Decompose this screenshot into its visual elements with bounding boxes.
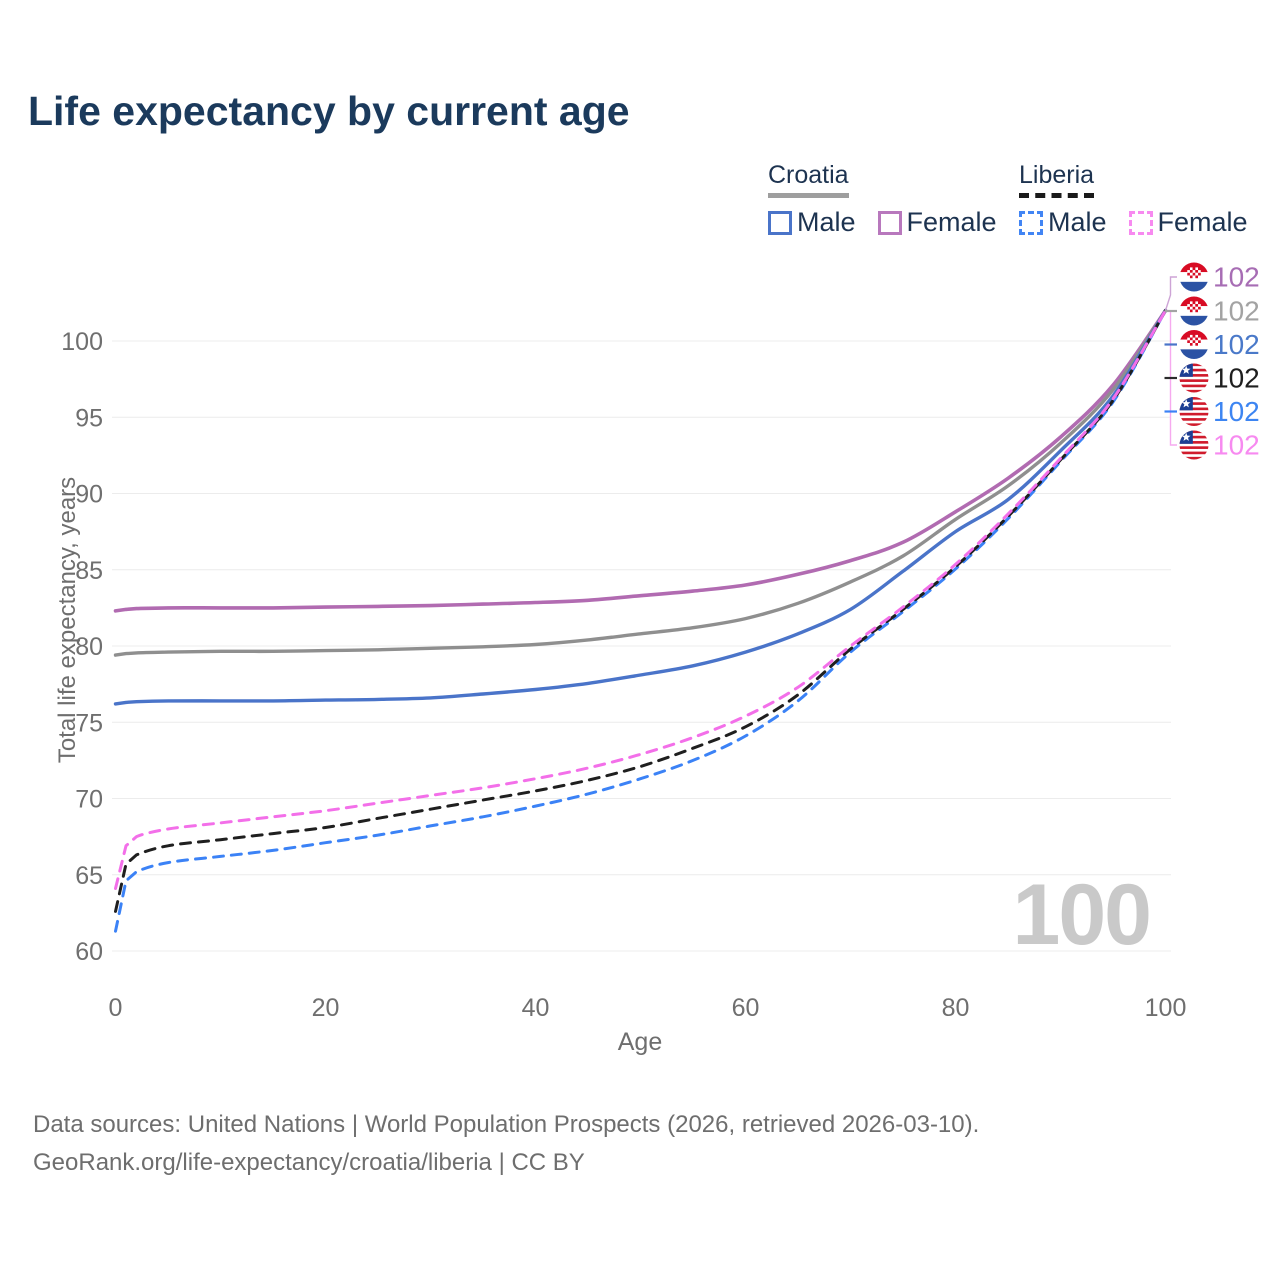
y-axis-title: Total life expectancy, years	[54, 476, 81, 764]
y-tick-label: 95	[75, 404, 103, 432]
x-tick-label: 40	[522, 994, 550, 1022]
legend-header-liberia[interactable]: Liberia	[1019, 161, 1095, 198]
x-tick-label: 60	[732, 994, 760, 1022]
footer-data-sources: Data sources: United Nations | World Pop…	[33, 1111, 980, 1138]
legend-item-liberia-male[interactable]: Male	[1019, 207, 1107, 238]
end-label-value-croatia-male: 102	[1213, 329, 1260, 360]
liberia-female-line-swatch-icon	[1128, 210, 1153, 235]
legend-item-liberia-female[interactable]: Female	[1128, 207, 1248, 238]
y-tick-label: 85	[75, 557, 103, 585]
legend-header-croatia[interactable]: Croatia	[768, 161, 849, 198]
croatia-male-line-swatch-icon	[768, 210, 792, 235]
end-label-value-liberia-all: 102	[1213, 363, 1260, 394]
legend-item-label: Female	[1157, 207, 1248, 237]
end-label-value-liberia-male: 102	[1213, 396, 1260, 427]
legend-item-label: Female	[906, 207, 997, 237]
x-tick-label: 100	[1145, 994, 1187, 1022]
liberia-flag-icon	[1179, 430, 1209, 460]
series-line-croatia-all[interactable]	[113, 308, 1168, 657]
series-line-liberia-male[interactable]	[114, 309, 1167, 933]
croatia-flag-icon	[1179, 296, 1209, 326]
footer-source-link[interactable]: GeoRank.org/life-expectancy/croatia/libe…	[33, 1149, 585, 1176]
end-label-value-croatia-all: 102	[1213, 296, 1260, 327]
y-tick-label: 60	[75, 938, 103, 966]
end-label-value-croatia-female: 102	[1213, 262, 1260, 293]
legend-item-label: Male	[1048, 207, 1107, 237]
series-line-liberia-female[interactable]	[114, 309, 1167, 890]
hover-age-watermark: 100	[1012, 867, 1153, 963]
liberia-flag-icon	[1179, 363, 1209, 393]
end-label-value-liberia-female: 102	[1213, 430, 1260, 461]
end-label-leader	[1164, 276, 1177, 311]
x-tick-label: 80	[942, 994, 970, 1022]
croatia-female-line-swatch-icon	[877, 210, 902, 235]
footer: Data sources: United Nations | World Pop…	[33, 1106, 979, 1182]
y-tick-label: 75	[75, 709, 103, 737]
liberia-male-line-swatch-icon	[1019, 210, 1043, 235]
x-tick-label: 0	[109, 994, 123, 1022]
liberia-flag-icon	[1179, 397, 1209, 426]
page-title: Life expectancy by current age	[28, 88, 630, 134]
series-line-croatia-male[interactable]	[113, 308, 1168, 706]
croatia-flag-icon	[1179, 262, 1209, 292]
series-line-croatia-female[interactable]	[113, 308, 1168, 613]
croatia-flag-icon	[1179, 330, 1209, 359]
legend-group-liberia: Liberia Male Female	[1019, 161, 1248, 238]
y-tick-label: 80	[75, 633, 103, 661]
legend-item-croatia-female[interactable]: Female	[877, 207, 997, 238]
series-line-liberia-all[interactable]	[114, 309, 1167, 913]
y-tick-label: 100	[61, 328, 103, 356]
y-tick-label: 90	[75, 481, 103, 509]
y-tick-label: 70	[75, 786, 103, 814]
x-axis-title: Age	[617, 1028, 663, 1056]
legend-group-croatia: Croatia Male Female	[768, 161, 997, 238]
legend-item-label: Male	[797, 207, 856, 237]
legend-item-croatia-male[interactable]: Male	[768, 207, 856, 238]
y-tick-label: 65	[75, 862, 103, 890]
x-tick-label: 20	[312, 994, 340, 1022]
